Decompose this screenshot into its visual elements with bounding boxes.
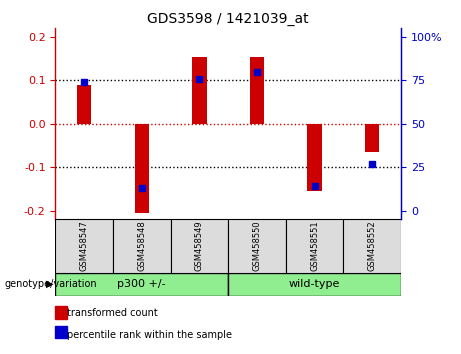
Bar xyxy=(55,326,67,338)
Bar xyxy=(365,124,379,152)
Title: GDS3598 / 1421039_at: GDS3598 / 1421039_at xyxy=(148,12,309,26)
Bar xyxy=(171,219,228,273)
Text: GSM458547: GSM458547 xyxy=(80,221,89,272)
Bar xyxy=(250,57,264,124)
Text: GSM458552: GSM458552 xyxy=(368,221,377,272)
Bar xyxy=(228,219,286,273)
Bar xyxy=(307,124,322,191)
Text: p300 +/-: p300 +/- xyxy=(118,279,166,289)
Bar xyxy=(228,273,401,296)
Bar xyxy=(286,219,343,273)
Bar xyxy=(77,85,91,124)
Bar xyxy=(55,219,113,273)
Bar xyxy=(192,57,207,124)
Bar xyxy=(55,306,67,319)
Text: transformed count: transformed count xyxy=(67,308,158,318)
Text: wild-type: wild-type xyxy=(289,279,340,289)
Text: GSM458549: GSM458549 xyxy=(195,221,204,272)
Bar xyxy=(55,273,228,296)
Text: GSM458550: GSM458550 xyxy=(253,221,261,272)
Text: ▶: ▶ xyxy=(46,279,53,289)
Text: percentile rank within the sample: percentile rank within the sample xyxy=(67,330,232,339)
Text: GSM458551: GSM458551 xyxy=(310,221,319,272)
Text: GSM458548: GSM458548 xyxy=(137,221,146,272)
Text: genotype/variation: genotype/variation xyxy=(5,279,97,289)
Bar xyxy=(113,219,171,273)
Bar xyxy=(135,124,149,213)
Bar xyxy=(343,219,401,273)
